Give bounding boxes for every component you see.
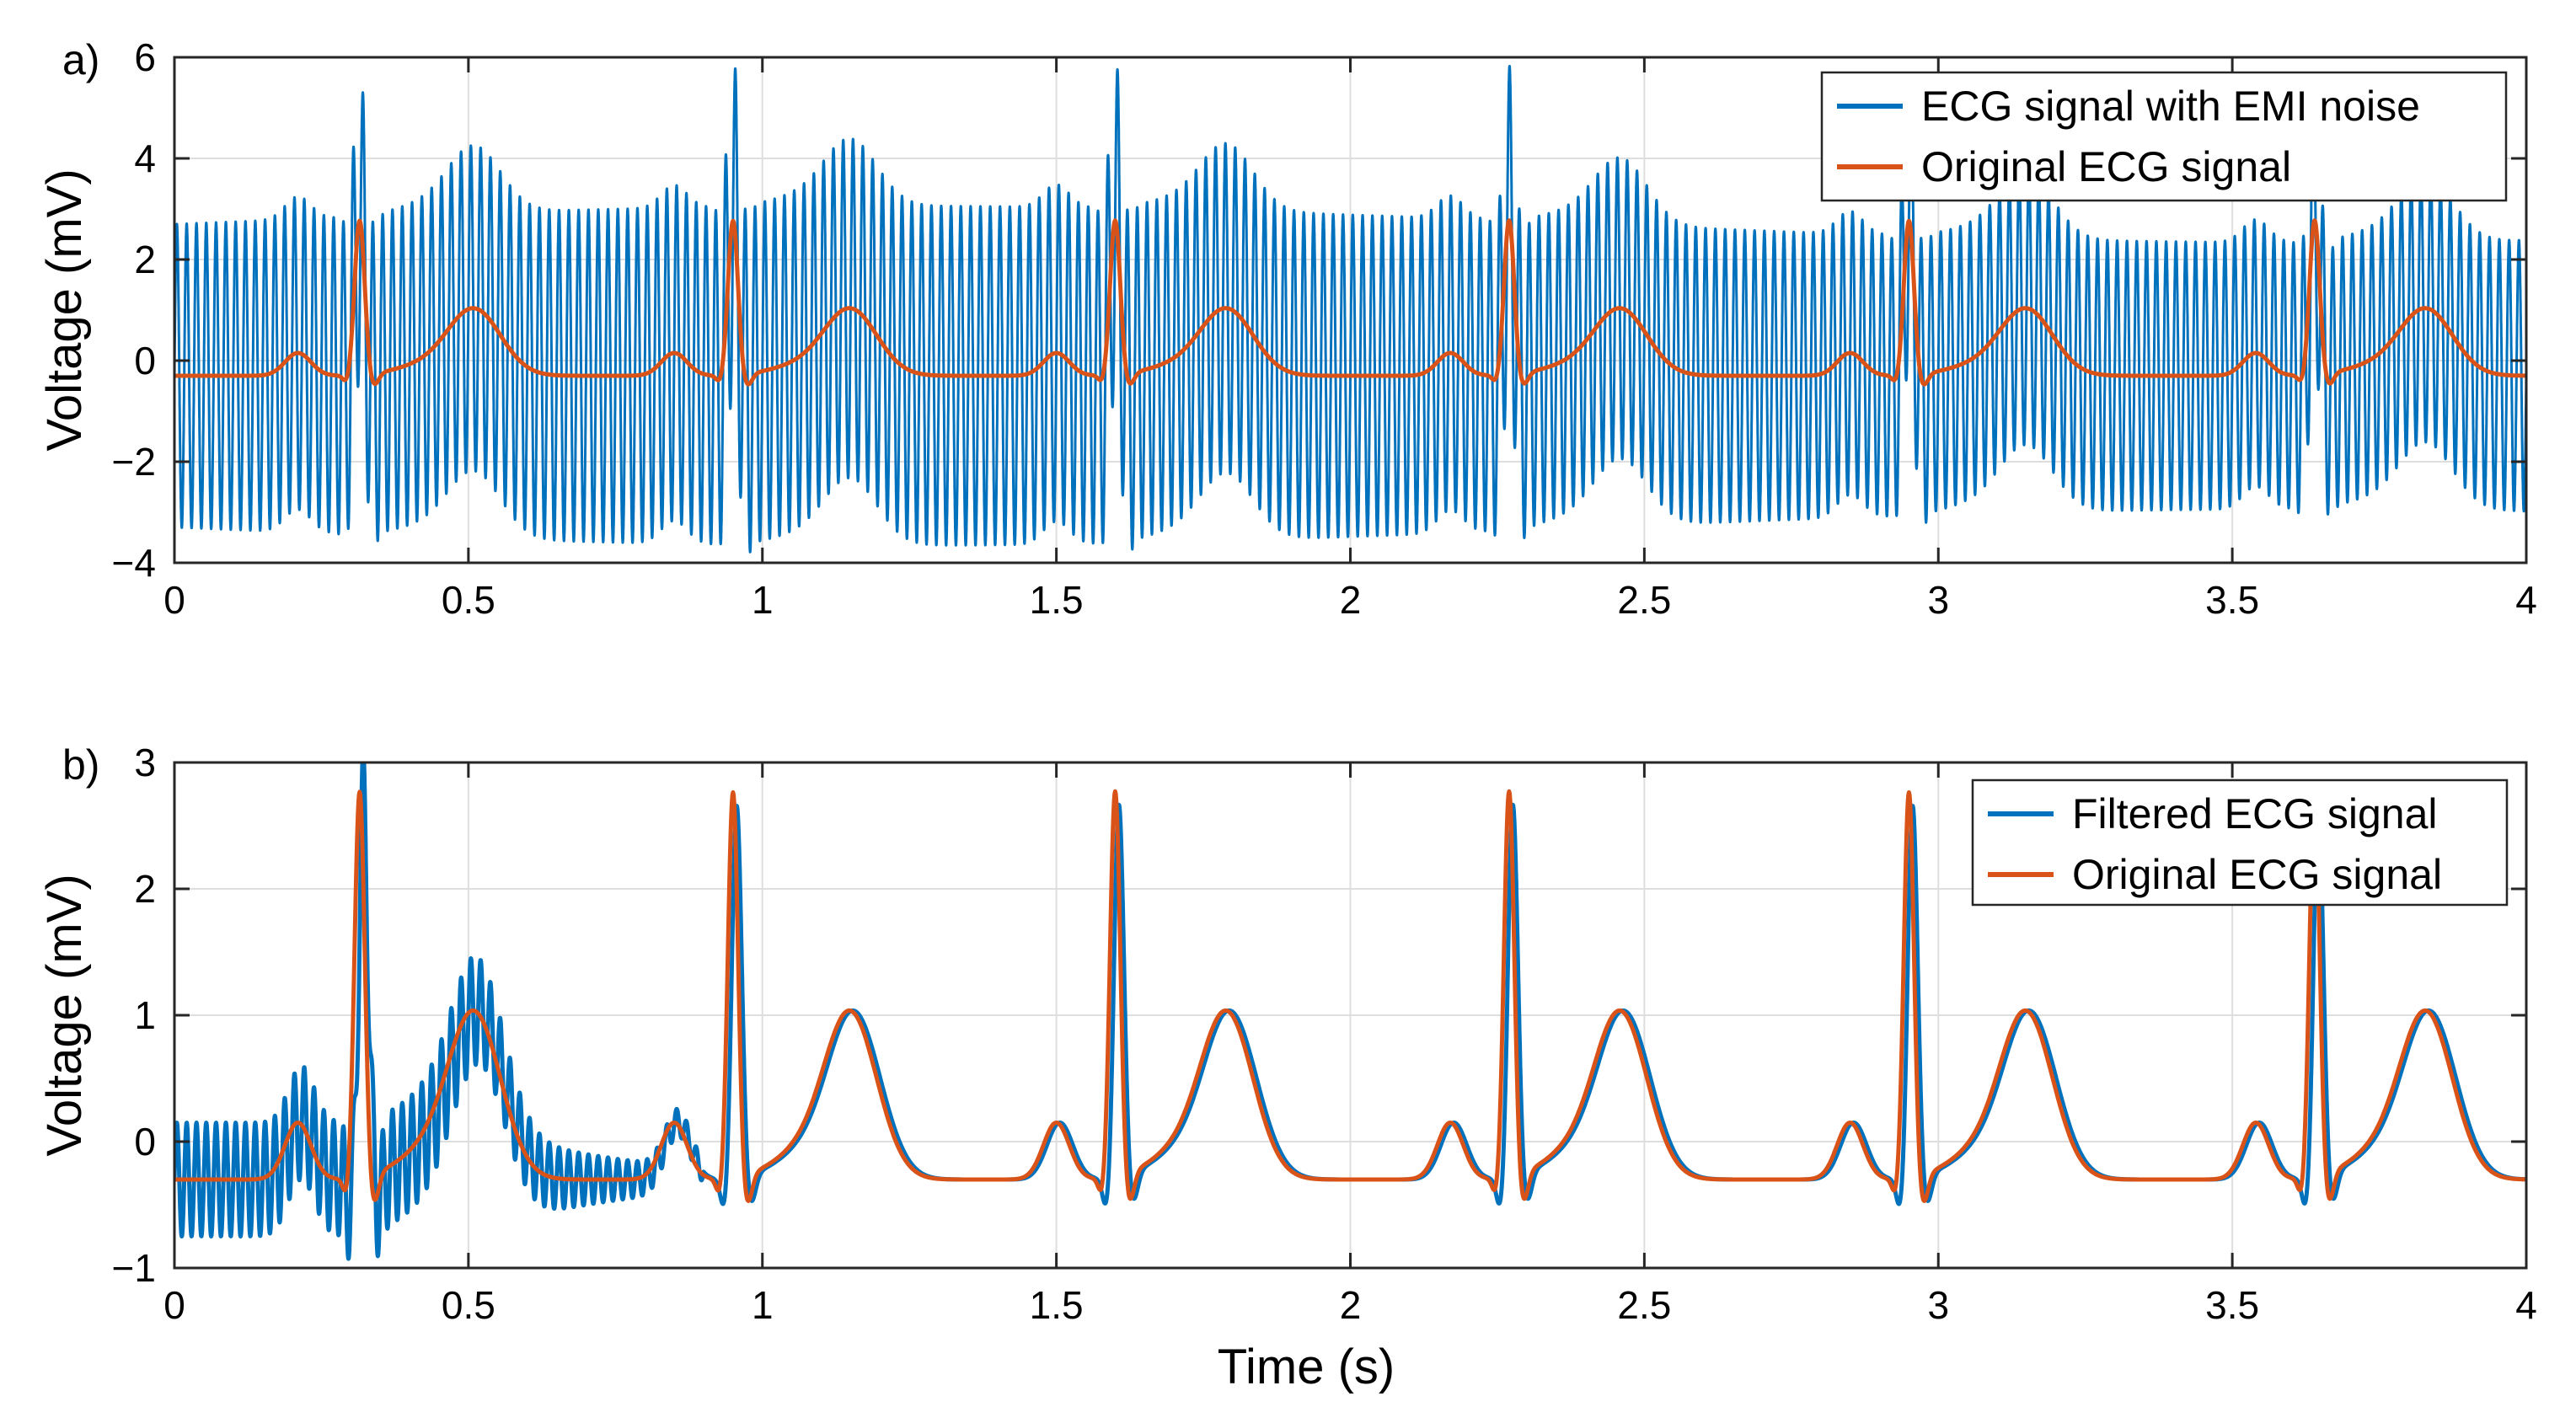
- x-tick-label: 2.5: [1617, 1283, 1671, 1327]
- legend-label: Original ECG signal: [2072, 851, 2442, 898]
- panel-label: b): [62, 741, 99, 789]
- x-tick-label: 4: [2515, 578, 2537, 622]
- x-tick-label: 0: [163, 1283, 185, 1327]
- y-tick-label: 3: [134, 741, 156, 784]
- series-line-ecg-signal-with-emi-noise: [174, 65, 2526, 554]
- x-tick-label: 3: [1927, 1283, 1949, 1327]
- y-tick-label: 6: [134, 35, 156, 79]
- y-tick-label: −1: [112, 1246, 156, 1290]
- legend: ECG signal with EMI noise Original ECG si…: [1820, 71, 2508, 202]
- legend-label: Filtered ECG signal: [2072, 790, 2438, 837]
- x-tick-label: 3: [1927, 578, 1949, 622]
- x-tick-label: 1.5: [1030, 578, 1084, 622]
- y-tick-label: −2: [112, 440, 156, 484]
- y-tick-label: 2: [134, 867, 156, 911]
- legend-box: [1971, 778, 2509, 907]
- x-tick-label: 3.5: [2205, 1283, 2259, 1327]
- y-axis-label: Voltage (mV): [37, 874, 92, 1156]
- y-tick-label: 2: [134, 238, 156, 281]
- x-tick-label: 0.5: [442, 1283, 495, 1327]
- series-group: [174, 65, 2526, 554]
- panel-a-chart: 0 0.5 1 1.5 2 2.5 3 3.5 4 −4 −2 0 2 4 6 a) Voltage (mV) E…: [37, 35, 2537, 622]
- x-tick-label: 2.5: [1617, 578, 1671, 622]
- series-group: [174, 762, 2526, 1261]
- legend-label: ECG signal with EMI noise: [1921, 83, 2420, 130]
- series-line-original-ecg-signal: [174, 218, 2526, 387]
- x-tick-label: 0: [163, 578, 185, 622]
- x-axis-label: Time (s): [1218, 1340, 1395, 1394]
- legend-label: Original ECG signal: [1921, 143, 2291, 190]
- x-tick-label: 1.5: [1030, 1283, 1084, 1327]
- y-axis-label: Voltage (mV): [37, 169, 92, 451]
- x-tick-label: 4: [2515, 1283, 2537, 1327]
- x-tick-label: 2: [1340, 1283, 1362, 1327]
- y-tick-label: 0: [134, 339, 156, 382]
- x-tick-label: 1: [752, 578, 774, 622]
- x-tick-label: 2: [1340, 578, 1362, 622]
- y-tick-label: 4: [134, 136, 156, 180]
- legend: Filtered ECG signal Original ECG signal: [1971, 778, 2509, 907]
- legend-box: [1820, 71, 2508, 202]
- y-tick-label: −4: [112, 541, 156, 585]
- x-tick-label: 3.5: [2205, 578, 2259, 622]
- x-tick-label: 1: [752, 1283, 774, 1327]
- x-tick-label: 0.5: [442, 578, 495, 622]
- panel-label: a): [62, 36, 99, 83]
- y-tick-label: 1: [134, 993, 156, 1037]
- y-tick-label: 0: [134, 1120, 156, 1164]
- series-line-original-ecg-signal: [174, 789, 2526, 1203]
